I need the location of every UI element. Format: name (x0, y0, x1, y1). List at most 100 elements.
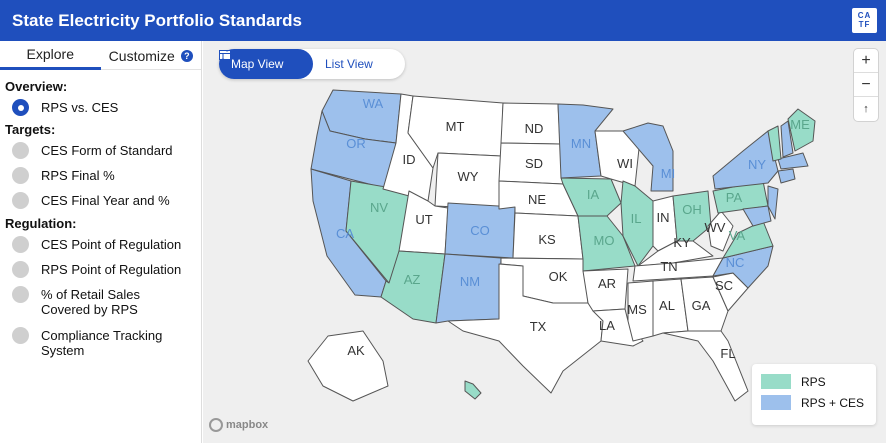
label-WA: WA (363, 96, 384, 111)
label-IN: IN (657, 210, 670, 225)
zoom-out-button[interactable]: − (854, 73, 878, 97)
app-title: State Electricity Portfolio Standards (12, 10, 303, 30)
label-OR: OR (346, 136, 366, 151)
overview-heading: Overview: (5, 79, 68, 94)
label-LA: LA (599, 318, 615, 333)
radio-icon[interactable] (12, 142, 29, 159)
state-ME (787, 108, 816, 152)
label-SC: SC (715, 278, 733, 293)
label-CA: CA (336, 226, 354, 241)
label-AL: AL (659, 298, 675, 313)
view-toggle: Map View List View (219, 49, 405, 79)
map-legend: RPS RPS + CES (752, 364, 876, 425)
state-LA (592, 308, 644, 347)
mapbox-attribution[interactable]: mapbox (209, 418, 268, 432)
label-MI: MI (661, 166, 675, 181)
state-MS (627, 280, 654, 342)
option-ces-final-year[interactable]: CES Final Year and % (12, 192, 201, 209)
option-compliance-tracking[interactable]: Compliance Tracking System (12, 327, 201, 358)
label-NV: NV (370, 200, 388, 215)
option-rps-point[interactable]: RPS Point of Regulation (12, 261, 201, 278)
label-KS: KS (538, 232, 556, 247)
state-FL (662, 330, 749, 402)
label-UT: UT (415, 212, 432, 227)
label-ME: ME (790, 117, 810, 132)
state-OH (672, 190, 712, 242)
us-map[interactable]: WA OR CA NV ID MT WY UT AZ CO NM ND SD N… (203, 41, 886, 443)
legend-swatch-rps-ces (761, 395, 791, 410)
option-retail-sales[interactable]: % of Retail Sales Covered by RPS (12, 286, 201, 317)
label-TN: TN (660, 259, 677, 274)
state-NH (780, 120, 794, 158)
regulation-heading: Regulation: (5, 216, 77, 231)
label-OK: OK (549, 269, 568, 284)
radio-icon[interactable] (12, 192, 29, 209)
sidebar-tabs: Explore Customize? (0, 41, 201, 70)
label-FL: FL (720, 346, 735, 361)
label-VA: VA (729, 228, 746, 243)
state-NY (712, 130, 779, 190)
state-CT (777, 168, 796, 184)
state-NJ (767, 185, 779, 220)
app-header: State Electricity Portfolio Standards CA… (0, 0, 886, 41)
table-icon (219, 50, 231, 60)
label-AK: AK (347, 343, 365, 358)
catf-logo: CA TF (852, 8, 877, 33)
state-WV (707, 210, 734, 252)
state-HI (464, 380, 482, 400)
state-IL (620, 180, 654, 267)
state-MD (742, 205, 772, 227)
label-SD: SD (525, 156, 543, 171)
state-GA (680, 276, 729, 332)
targets-heading: Targets: (5, 122, 56, 137)
state-TX (447, 263, 604, 394)
radio-selected-icon[interactable] (12, 99, 29, 116)
state-VT (767, 125, 782, 162)
label-TX: TX (530, 319, 547, 334)
label-WY: WY (458, 169, 479, 184)
label-MS: MS (627, 302, 647, 317)
state-MA (777, 152, 809, 170)
label-PA: PA (726, 190, 743, 205)
legend-swatch-rps (761, 374, 791, 389)
label-IA: IA (587, 187, 600, 202)
legend-item-rps-ces: RPS + CES (761, 395, 876, 410)
label-AR: AR (598, 276, 616, 291)
zoom-controls: + − ↑ (854, 49, 878, 121)
radio-icon[interactable] (12, 286, 29, 303)
state-AK (307, 330, 389, 402)
tab-customize[interactable]: Customize? (101, 41, 202, 70)
tab-explore[interactable]: Explore (0, 41, 101, 70)
label-NE: NE (528, 192, 546, 207)
label-IL: IL (631, 211, 642, 226)
option-ces-point[interactable]: CES Point of Regulation (12, 236, 201, 253)
option-rps-final[interactable]: RPS Final % (12, 167, 201, 184)
label-NC: NC (726, 255, 745, 270)
zoom-in-button[interactable]: + (854, 49, 878, 73)
mapbox-logo-icon (209, 418, 223, 432)
list-view-button[interactable]: List View (219, 49, 373, 79)
map-canvas[interactable]: WA OR CA NV ID MT WY UT AZ CO NM ND SD N… (203, 41, 886, 443)
label-MT: MT (446, 119, 465, 134)
label-ID: ID (403, 152, 416, 167)
legend-item-rps: RPS (761, 374, 876, 389)
radio-icon[interactable] (12, 236, 29, 253)
sidebar: Explore Customize? Overview: RPS vs. CES… (0, 41, 202, 443)
help-icon[interactable]: ? (180, 49, 193, 62)
map-view-button[interactable]: Map View (219, 49, 313, 79)
radio-icon[interactable] (12, 327, 29, 344)
label-GA: GA (692, 298, 711, 313)
option-rps-vs-ces[interactable]: RPS vs. CES (12, 99, 201, 116)
compass-reset-button[interactable]: ↑ (863, 103, 869, 115)
radio-icon[interactable] (12, 261, 29, 278)
state-MI (622, 122, 674, 192)
label-CO: CO (470, 223, 490, 238)
label-NM: NM (460, 274, 480, 289)
label-WI: WI (617, 156, 633, 171)
label-OH: OH (682, 202, 702, 217)
label-WV: WV (705, 220, 726, 235)
label-ND: ND (525, 121, 544, 136)
radio-icon[interactable] (12, 167, 29, 184)
option-ces-form[interactable]: CES Form of Standard (12, 142, 201, 159)
label-AZ: AZ (404, 272, 421, 287)
